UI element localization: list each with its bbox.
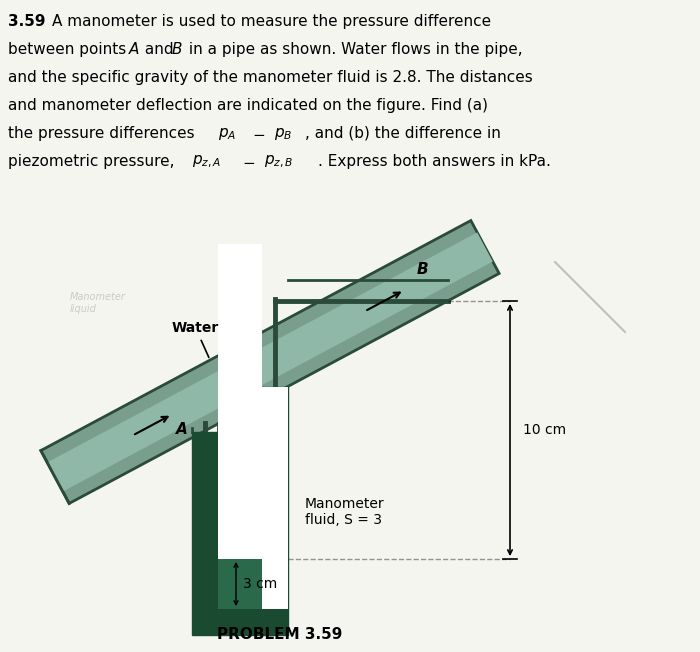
Text: between points: between points	[8, 42, 131, 57]
Text: $p_B$: $p_B$	[274, 126, 293, 142]
Text: Manometer
fluid, S = 3: Manometer fluid, S = 3	[305, 497, 384, 527]
Text: $p_A$: $p_A$	[218, 126, 237, 142]
Text: Water: Water	[172, 321, 219, 357]
Text: and manometer deflection are indicated on the figure. Find (a): and manometer deflection are indicated o…	[8, 98, 488, 113]
Text: and the specific gravity of the manometer fluid is 2.8. The distances: and the specific gravity of the manomete…	[8, 70, 533, 85]
Text: A: A	[129, 42, 139, 57]
Text: PROBLEM 3.59: PROBLEM 3.59	[217, 627, 343, 642]
Text: B: B	[416, 263, 428, 278]
Text: $-$: $-$	[242, 154, 256, 169]
Text: . Express both answers in kPa.: . Express both answers in kPa.	[318, 154, 551, 169]
Text: $-$: $-$	[252, 126, 265, 141]
Text: the pressure differences: the pressure differences	[8, 126, 199, 141]
Text: Manometer
liquid: Manometer liquid	[70, 292, 126, 314]
Polygon shape	[192, 387, 288, 635]
Polygon shape	[41, 220, 499, 503]
Polygon shape	[47, 233, 493, 492]
Text: in a pipe as shown. Water flows in the pipe,: in a pipe as shown. Water flows in the p…	[184, 42, 523, 57]
Bar	[218, 559, 262, 609]
Text: 3 cm: 3 cm	[243, 577, 277, 591]
Text: and: and	[140, 42, 178, 57]
Text: 3.59: 3.59	[8, 14, 46, 29]
Text: 10 cm: 10 cm	[523, 423, 566, 437]
Text: B: B	[172, 42, 183, 57]
Text: $p_{z,A}$: $p_{z,A}$	[192, 154, 221, 170]
Text: $p_{z,B}$: $p_{z,B}$	[264, 154, 293, 170]
Text: , and (b) the difference in: , and (b) the difference in	[305, 126, 501, 141]
Text: piezometric pressure,: piezometric pressure,	[8, 154, 179, 169]
Bar	[262, 387, 288, 609]
Text: A: A	[176, 422, 188, 437]
Bar	[218, 244, 262, 609]
Text: A manometer is used to measure the pressure difference: A manometer is used to measure the press…	[52, 14, 491, 29]
